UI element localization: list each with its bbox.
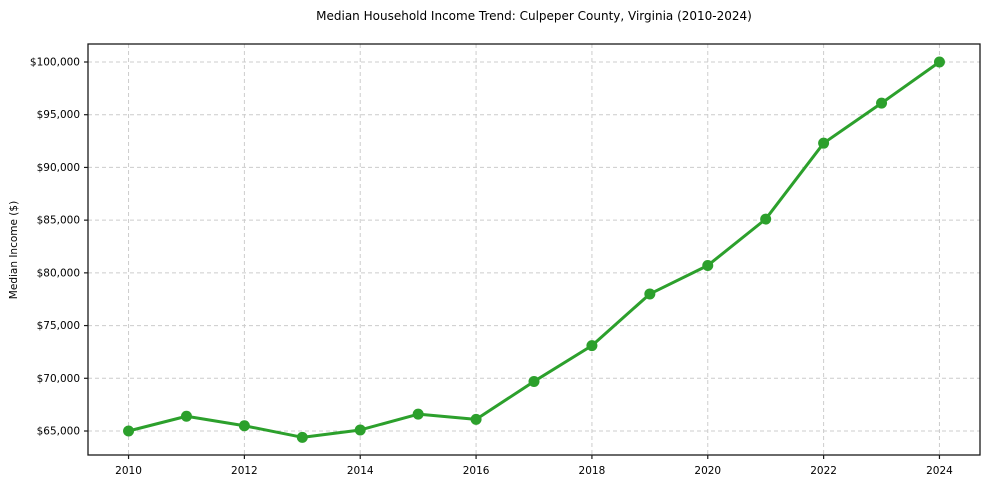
x-tick-label: 2024 [926, 465, 953, 477]
y-tick-label: $85,000 [37, 215, 80, 227]
x-tick-label: 2014 [347, 465, 374, 477]
data-point [354, 424, 366, 436]
data-point [644, 288, 656, 300]
y-tick-label: $100,000 [30, 56, 80, 68]
data-point [760, 213, 772, 225]
y-tick-label: $75,000 [37, 320, 80, 332]
x-tick-label: 2022 [810, 465, 837, 477]
data-point [180, 410, 192, 422]
chart-title: Median Household Income Trend: Culpeper … [316, 9, 752, 23]
y-tick-label: $90,000 [37, 162, 80, 174]
plot-border [87, 43, 981, 456]
data-point [702, 259, 714, 271]
data-point [123, 425, 135, 437]
y-tick-label: $95,000 [37, 109, 80, 121]
x-tick-label: 2018 [579, 465, 606, 477]
data-point [818, 137, 830, 149]
data-point [933, 56, 945, 68]
y-tick-label: $65,000 [37, 426, 80, 438]
x-tick-label: 2020 [694, 465, 721, 477]
y-tick-label: $80,000 [37, 267, 80, 279]
x-tick-label: 2016 [463, 465, 490, 477]
data-point [296, 431, 308, 443]
data-point [586, 340, 598, 352]
x-tick-label: 2010 [115, 465, 142, 477]
data-point [528, 375, 540, 387]
data-point [412, 408, 424, 420]
y-tick-label: $70,000 [37, 373, 80, 385]
data-point [238, 420, 250, 432]
data-point [876, 97, 888, 109]
data-point [470, 413, 482, 425]
x-tick-label: 2012 [231, 465, 258, 477]
